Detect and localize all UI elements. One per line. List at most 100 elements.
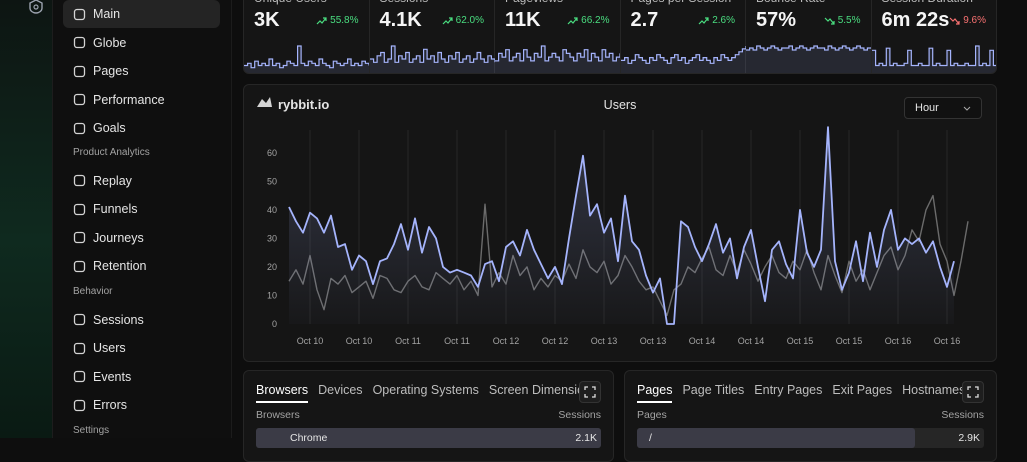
x-tick-label: Oct 14 — [689, 336, 716, 346]
nav-item[interactable]: Main — [63, 0, 220, 28]
stat-card[interactable]: Pageviews 11K 66.2% — [495, 0, 621, 73]
stat-cards: Unique Users 3K 55.8% Sessions 4.1K 62.0% Page… — [243, 0, 997, 74]
row-value: 2.9K — [958, 432, 980, 444]
column-header: Pages — [637, 409, 667, 421]
nav-icon — [73, 65, 86, 77]
stat-value: 2.7 — [630, 9, 659, 31]
icon-shape — [73, 36, 86, 49]
nav-item[interactable]: Goals — [63, 114, 220, 142]
tab[interactable]: Browsers — [256, 383, 309, 403]
stat-change: 55.8% — [316, 15, 359, 26]
nav-item[interactable]: Sessions — [63, 306, 220, 334]
change-text: 55.8% — [330, 15, 359, 26]
nav-label: Users — [93, 341, 126, 355]
table-row[interactable]: / 2.9K — [637, 428, 984, 448]
stat-label: Sessions — [380, 0, 429, 5]
sparkline — [620, 46, 746, 73]
sparkline — [495, 45, 620, 73]
tab[interactable]: Screen Dimension — [488, 383, 591, 397]
tab[interactable]: Hostnames — [902, 383, 966, 397]
nav-item[interactable]: Retention — [63, 252, 220, 280]
sparkline-line — [620, 46, 746, 64]
sparkline-area — [746, 46, 871, 73]
stat-label: Pages per Session — [631, 0, 732, 5]
nav-item[interactable]: Funnels — [63, 195, 220, 223]
tab[interactable]: Page Titles — [682, 383, 745, 397]
tab[interactable]: Entry Pages — [754, 383, 823, 397]
nav-item[interactable]: Pages — [63, 57, 220, 85]
nav-item[interactable]: Performance — [63, 86, 220, 114]
nav-icon — [73, 203, 86, 215]
sparkline-area — [369, 46, 495, 73]
nav-section: Behavior — [73, 285, 113, 297]
nav-section: Product Analytics — [73, 146, 150, 158]
icon-shape — [73, 399, 86, 411]
nav-item[interactable]: Events — [63, 363, 220, 391]
nav-label: Performance — [93, 92, 165, 107]
row-label: Chrome — [290, 432, 328, 444]
trend-arrow — [824, 17, 835, 25]
trend-arrow — [567, 16, 578, 24]
tabs: Browsers Devices Operating Systems Screen D… — [256, 383, 591, 403]
sidebar: Main Globe Pages Performance Goals Product An… — [53, 0, 232, 438]
x-tick-label: Oct 12 — [542, 336, 569, 346]
interval-select[interactable]: Hour — [904, 97, 982, 119]
stat-card[interactable]: Bounce Rate 57% 5.5% — [746, 0, 872, 73]
change-text: 9.6% — [963, 15, 986, 26]
nav-label: Errors — [93, 398, 128, 412]
nav-item[interactable]: Users — [63, 334, 220, 362]
y-tick-label: 40 — [267, 205, 277, 215]
x-tick-label: Oct 10 — [346, 336, 373, 346]
sparkline-line — [746, 45, 871, 51]
series-line — [288, 126, 955, 325]
tab[interactable]: Devices — [318, 383, 363, 397]
sparkline — [369, 45, 495, 73]
stat-change: 2.6% — [698, 15, 735, 26]
stat-card[interactable]: Unique Users 3K 55.8% — [244, 0, 370, 73]
tab[interactable]: Exit Pages — [832, 383, 893, 397]
sparkline-area — [244, 46, 369, 73]
sparkline-area — [495, 46, 620, 73]
stat-label: Pageviews — [505, 0, 563, 5]
table-row[interactable]: Chrome 2.1K — [256, 428, 601, 448]
tab[interactable]: Pages — [637, 383, 673, 403]
tab[interactable]: Operating Systems — [372, 383, 479, 397]
row-bar — [637, 428, 915, 448]
nav-label: Retention — [93, 259, 147, 273]
stat-label: Unique Users — [254, 0, 327, 5]
expand-button[interactable] — [962, 381, 984, 403]
chart-title: Users — [604, 98, 637, 112]
x-tick-label: Oct 13 — [591, 336, 618, 346]
nav-item[interactable]: Globe — [63, 29, 220, 57]
app-rail — [0, 0, 53, 438]
stat-card[interactable]: Pages per Session 2.7 2.6% — [620, 0, 746, 73]
nav-item[interactable]: Journeys — [63, 224, 220, 252]
stat-value: 6m 22s — [881, 9, 950, 31]
trend-arrow — [442, 16, 453, 24]
nav-icon — [73, 36, 86, 49]
sparkline-line — [495, 45, 620, 62]
nav-icon — [73, 93, 86, 106]
nav-item[interactable]: Replay — [63, 167, 220, 195]
nav-icon — [73, 231, 86, 244]
arrow-path — [698, 16, 709, 24]
nav-item[interactable]: Errors — [63, 391, 220, 419]
arrow-path — [949, 17, 960, 25]
y-tick-label: 20 — [267, 262, 277, 272]
change-text: 5.5% — [837, 15, 861, 26]
change-text: 66.2% — [581, 15, 610, 26]
y-tick-label: 0 — [272, 319, 277, 329]
column-header: Sessions — [941, 409, 984, 421]
expand-button[interactable] — [579, 381, 601, 403]
x-tick-label: Oct 15 — [787, 336, 814, 346]
sparkline-area — [871, 46, 996, 73]
stat-value: 3K — [254, 9, 280, 31]
arrow-path — [824, 17, 835, 25]
trend-arrow — [698, 16, 709, 24]
x-tick-label: Oct 16 — [885, 336, 912, 346]
nav-label: Journeys — [93, 230, 144, 245]
stat-card[interactable]: Session Duration 6m 22s 9.6% — [871, 0, 996, 73]
stat-card[interactable]: Sessions 4.1K 62.0% — [369, 0, 495, 73]
sparkline-area — [620, 46, 746, 73]
x-tick-label: Oct 16 — [934, 336, 961, 346]
